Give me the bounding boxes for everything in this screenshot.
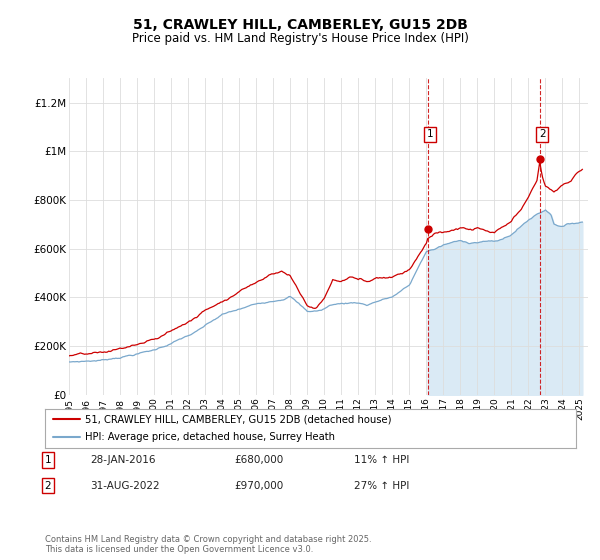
- Text: 11% ↑ HPI: 11% ↑ HPI: [354, 455, 409, 465]
- Text: £680,000: £680,000: [234, 455, 283, 465]
- Text: 1: 1: [427, 129, 434, 139]
- Text: Contains HM Land Registry data © Crown copyright and database right 2025.
This d: Contains HM Land Registry data © Crown c…: [45, 535, 371, 554]
- Text: HPI: Average price, detached house, Surrey Heath: HPI: Average price, detached house, Surr…: [85, 432, 335, 442]
- Text: 28-JAN-2016: 28-JAN-2016: [90, 455, 155, 465]
- Text: 31-AUG-2022: 31-AUG-2022: [90, 480, 160, 491]
- Text: 51, CRAWLEY HILL, CAMBERLEY, GU15 2DB: 51, CRAWLEY HILL, CAMBERLEY, GU15 2DB: [133, 18, 467, 32]
- Text: £970,000: £970,000: [234, 480, 283, 491]
- Text: 51, CRAWLEY HILL, CAMBERLEY, GU15 2DB (detached house): 51, CRAWLEY HILL, CAMBERLEY, GU15 2DB (d…: [85, 414, 391, 424]
- Text: 2: 2: [44, 480, 52, 491]
- Text: Price paid vs. HM Land Registry's House Price Index (HPI): Price paid vs. HM Land Registry's House …: [131, 31, 469, 45]
- Text: 27% ↑ HPI: 27% ↑ HPI: [354, 480, 409, 491]
- Text: 1: 1: [44, 455, 52, 465]
- Text: 2: 2: [539, 129, 546, 139]
